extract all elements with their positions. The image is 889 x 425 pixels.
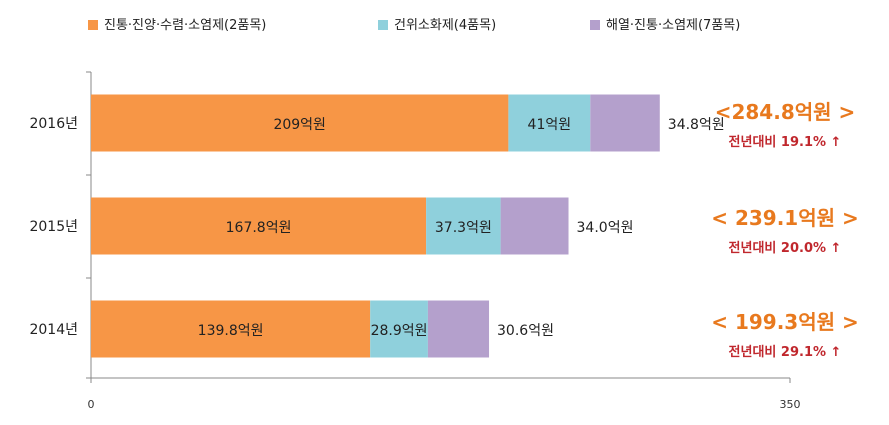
- category-label: 2015년: [29, 219, 78, 235]
- bar-segment: [91, 197, 427, 255]
- x-tick-label: 350: [780, 398, 801, 411]
- category-label: 2014년: [29, 322, 78, 338]
- legend-swatch: [590, 20, 600, 30]
- x-tick-label: 0: [88, 398, 95, 411]
- legend-item-2: 건위소화제(4품목): [378, 14, 496, 33]
- category-label: 2016년: [29, 116, 78, 132]
- legend-item-3: 해열·진통·소염제(7품목): [590, 14, 740, 33]
- bar-segment: [500, 197, 569, 255]
- bar-segment: [508, 94, 591, 152]
- yoy-change: 전년대비 19.1% ↑: [728, 135, 842, 150]
- data-label: 28.9억원: [371, 323, 428, 339]
- legend-swatch: [378, 20, 388, 30]
- bar-segment: [427, 300, 490, 358]
- bar-segment: [426, 197, 501, 255]
- legend-swatch: [88, 20, 98, 30]
- data-label: 30.6억원: [497, 323, 554, 339]
- data-label: 37.3억원: [435, 220, 492, 236]
- total-2014: < 199.3억원 > 전년대비 29.1% ↑: [690, 306, 880, 360]
- data-label: 41억원: [528, 117, 572, 133]
- data-label: 209억원: [273, 117, 325, 133]
- yoy-change: 전년대비 29.1% ↑: [728, 345, 842, 360]
- data-label: 167.8억원: [226, 220, 292, 236]
- bar-segment: [91, 300, 371, 358]
- total-amount: <284.8억원 >: [714, 100, 856, 124]
- total-2015: < 239.1억원 > 전년대비 20.0% ↑: [690, 202, 880, 256]
- total-amount: < 239.1억원 >: [711, 206, 859, 230]
- legend-label: 건위소화제(4품목): [394, 18, 497, 33]
- data-label: 34.0억원: [577, 220, 634, 236]
- legend-item-1: 진통·진양·수렴·소염제(2품목): [88, 14, 266, 33]
- bar-segment: [370, 300, 428, 358]
- data-label: 139.8억원: [198, 323, 264, 339]
- data-label: 34.8억원: [668, 117, 725, 133]
- total-amount: < 199.3억원 >: [711, 310, 859, 334]
- total-2016: <284.8억원 > 전년대비 19.1% ↑: [690, 96, 880, 150]
- bar-segment: [590, 94, 660, 152]
- legend-label: 해열·진통·소염제(7품목): [606, 18, 741, 33]
- yoy-change: 전년대비 20.0% ↑: [728, 241, 842, 256]
- bar-segment: [91, 94, 509, 152]
- legend-label: 진통·진양·수렴·소염제(2품목): [104, 18, 267, 33]
